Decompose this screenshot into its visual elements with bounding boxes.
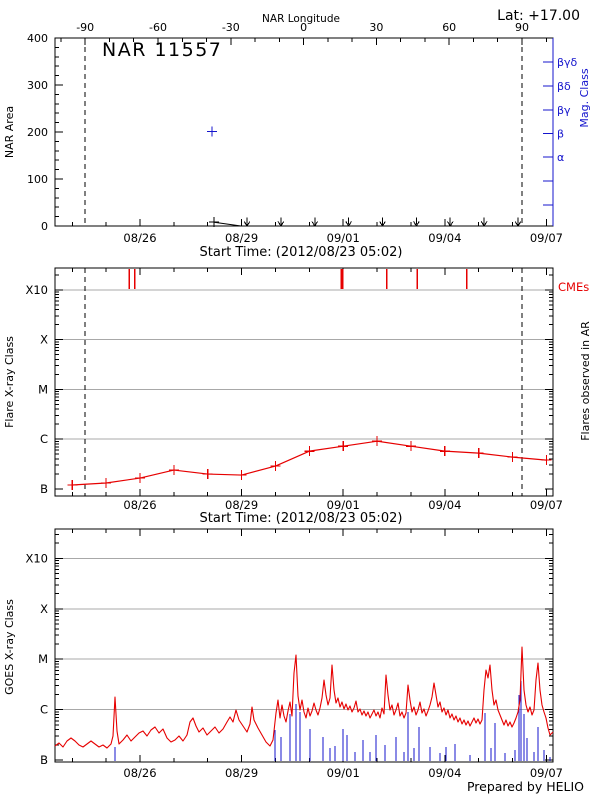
prepared-by-credit: Prepared by HELIO	[467, 779, 584, 794]
zero-area-arrow	[449, 221, 454, 227]
longitude-tick-label: 30	[369, 21, 383, 34]
zero-area-arrow	[483, 221, 488, 227]
longitude-tick-label: 60	[442, 21, 456, 34]
area-tick-label: 400	[27, 32, 48, 45]
flares-observed-label: Flares observed in AR	[579, 321, 592, 441]
zero-area-arrow	[243, 221, 248, 227]
mag-class-tick-label: β	[557, 128, 564, 141]
longitude-tick-label: -90	[76, 21, 94, 34]
nar-area-line	[214, 221, 242, 227]
date-tick-label: 09/04	[428, 766, 461, 780]
mag-class-tick-label: βδ	[557, 80, 571, 93]
date-tick-label: 09/07	[530, 231, 563, 245]
zero-area-arrow	[348, 221, 352, 227]
nar-area-axis-title: NAR Area	[3, 106, 16, 158]
zero-area-arrow	[345, 221, 350, 227]
start-time-label-middle: Start Time: (2012/08/23 05:02)	[200, 511, 403, 526]
mag-class-axis-title: Mag. Class	[578, 68, 591, 127]
flare-axis-title: Flare X-ray Class	[3, 336, 16, 428]
zero-area-arrow	[517, 221, 522, 227]
mag-class-tick-label: βγδ	[557, 56, 578, 69]
flare-class-tick-label: B	[40, 482, 48, 496]
date-tick-label: 08/29	[225, 231, 258, 245]
flare-class-tick-label: X10	[25, 283, 48, 297]
zero-area-arrow	[280, 221, 285, 227]
date-tick-label: 08/29	[225, 498, 258, 512]
zero-area-arrow	[415, 221, 420, 227]
zero-area-arrow	[379, 221, 383, 227]
zero-area-arrow	[314, 221, 318, 227]
flare-class-tick-label: M	[38, 382, 48, 396]
date-tick-label: 08/26	[123, 498, 156, 512]
date-tick-label: 09/01	[327, 231, 360, 245]
area-tick-label: 200	[27, 126, 48, 139]
flare-class-tick-label: X	[40, 333, 48, 347]
goes-frame	[54, 528, 554, 763]
zero-area-arrow	[277, 221, 282, 227]
date-tick-label: 09/07	[530, 498, 563, 512]
zero-area-arrow	[413, 221, 417, 227]
date-tick-label: 09/04	[428, 498, 461, 512]
longitude-tick-label: 90	[515, 21, 529, 34]
nar-area-frame	[54, 37, 554, 227]
mag-class-tick-label: βγ	[557, 104, 571, 117]
longitude-axis-title: NAR Longitude	[262, 13, 340, 25]
goes-class-tick-label: X10	[25, 551, 48, 565]
zero-area-arrow	[514, 221, 519, 227]
longitude-tick-label: -30	[222, 21, 240, 34]
zero-area-arrow	[311, 221, 316, 227]
zero-area-arrow	[480, 221, 485, 227]
flare-class-tick-label: C	[40, 432, 48, 446]
flare-frame	[54, 267, 554, 497]
longitude-tick-label: 0	[300, 21, 307, 34]
cmes-label: CMEs	[558, 280, 589, 294]
latitude-label: Lat: +17.00	[497, 8, 580, 24]
zero-area-arrow	[246, 221, 251, 227]
page-title: NAR 11557	[102, 39, 222, 61]
mag-class-tick-label: α	[557, 151, 564, 164]
goes-class-tick-label: M	[38, 652, 48, 666]
goes-class-tick-label: X	[40, 602, 48, 616]
start-time-label-top: Start Time: (2012/08/23 05:02)	[200, 245, 403, 260]
date-tick-label: 09/04	[428, 231, 461, 245]
date-tick-label: 08/26	[123, 231, 156, 245]
date-tick-label: 09/01	[327, 766, 360, 780]
area-tick-label: 0	[41, 220, 48, 233]
date-tick-label: 08/29	[225, 766, 258, 780]
date-tick-label: 09/01	[327, 498, 360, 512]
goes-long-wavelength-curve	[54, 646, 554, 749]
date-tick-label: 09/07	[530, 766, 563, 780]
goes-axis-title: GOES X-ray Class	[3, 599, 16, 695]
zero-area-arrow	[382, 221, 386, 227]
goes-class-tick-label: C	[40, 703, 48, 717]
longitude-tick-label: -60	[149, 21, 167, 34]
date-tick-label: 08/26	[123, 766, 156, 780]
area-tick-label: 300	[27, 79, 48, 92]
area-tick-label: 100	[27, 173, 48, 186]
zero-area-arrow	[447, 221, 451, 227]
goes-class-tick-label: B	[40, 753, 48, 767]
